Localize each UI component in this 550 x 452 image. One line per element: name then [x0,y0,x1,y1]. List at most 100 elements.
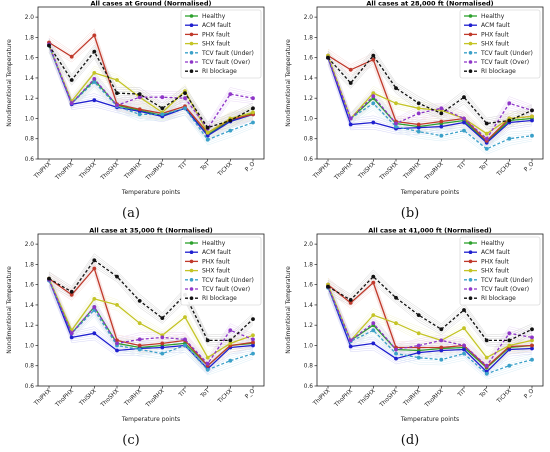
legend-label: Healthy [202,240,226,247]
data-point [92,49,97,54]
y-axis-label: Nondimentional Temperature [6,266,13,354]
simulation-trace [48,43,254,132]
simulation-trace [327,293,533,378]
chart-title: All cases at 28,000 ft (Normalised) [366,0,493,8]
y-axis-label: Nondimentional Temperature [285,266,292,354]
simulation-trace [48,275,254,363]
data-point [183,337,187,342]
data-point [394,86,398,90]
data-point [507,347,512,352]
legend-marker [189,41,194,46]
legend-marker [468,296,473,300]
data-point [205,338,210,343]
data-point [251,120,255,125]
data-point [137,337,142,342]
chart-panel-2: All cases at 28,000 ft (Normalised) 0.6 0.… [285,0,544,221]
simulation-trace [327,286,533,360]
series-line [327,57,533,144]
data-point [484,355,489,360]
x-tick-label: ThiPHX [33,388,53,408]
series-line [48,267,254,367]
x-tick-label: TiT [177,161,188,172]
legend-marker [189,259,194,264]
data-point [371,120,376,125]
data-point [462,95,466,100]
y-tick-label: 1.4 [304,76,314,82]
data-point [205,367,210,372]
data-point [462,116,466,121]
x-tick-label: ThiRHX [123,161,143,181]
y-tick-label: 0.6 [25,384,35,390]
data-point [462,128,466,133]
data-point [484,363,489,368]
y-tick-label: 0.8 [25,364,35,370]
x-tick-label: ThiPHX [312,388,332,408]
data-point [47,43,51,48]
legend-marker [468,41,473,46]
data-point [416,101,421,106]
simulation-trace [48,253,254,336]
chart-title: All case at 41,000 ft (Normalised) [368,227,491,235]
data-point [183,96,187,101]
data-point [228,328,233,333]
simulation-trace [327,64,533,155]
data-point [462,347,466,352]
simulation-trace [327,64,533,148]
panel-label: (a) [122,206,140,221]
x-tick-label: ToT [478,388,490,400]
series-line [48,44,254,130]
legend-label: RI blockage [481,68,516,75]
simulation-trace [48,255,254,338]
data-point [92,77,97,81]
data-point [115,78,119,82]
simulation-trace [48,274,254,372]
legend-label: TCV fault (Over) [201,286,250,293]
data-point [462,351,466,356]
data-point [183,106,187,111]
data-point [251,96,255,101]
data-point [92,33,97,38]
simulation-trace [48,49,254,144]
data-point [205,125,210,130]
data-point [394,347,398,352]
legend-marker [189,60,194,64]
simulation-trace [327,273,533,339]
legend-label: TCV fault (Under) [201,277,254,284]
data-point [92,305,97,309]
series-line [327,54,533,125]
legend-label: RI blockage [202,295,237,302]
legend-label: RI blockage [481,295,516,302]
x-tick-label: ThiRHX [402,161,422,181]
simulation-trace [48,49,254,140]
legend: Healthy ACM fault PHX fault SHX fault TCV fa… [180,236,262,306]
simulation-trace [48,286,254,375]
simulation-trace [327,269,533,336]
data-point [228,341,233,346]
simulation-trace [48,263,254,363]
legend-marker [189,278,194,282]
simulation-trace [48,39,254,137]
y-tick-label: 1.2 [25,323,35,329]
simulation-trace [48,40,254,133]
data-point [348,298,353,302]
data-point [160,316,165,320]
chart-panel-3: All case at 35,000 ft (Normalised) 0.6 0.8… [6,227,265,448]
y-tick-label: 1.4 [25,76,35,82]
y-tick-label: 0.6 [304,384,314,390]
y-tick-label: 1.2 [304,96,314,102]
data-point [507,331,512,336]
data-point [416,122,421,127]
simulation-trace [48,37,254,124]
simulation-trace [48,271,254,353]
legend-marker [468,14,473,18]
x-tick-label: TiT [456,388,467,399]
y-axis-label: Nondimentional Temperature [6,39,13,127]
simulation-trace [48,286,254,372]
legend-label: Healthy [481,13,505,20]
data-point [92,297,97,301]
legend-box [180,9,262,79]
legend-marker [189,250,194,254]
simulation-trace [48,38,254,131]
simulation-trace [327,279,533,366]
